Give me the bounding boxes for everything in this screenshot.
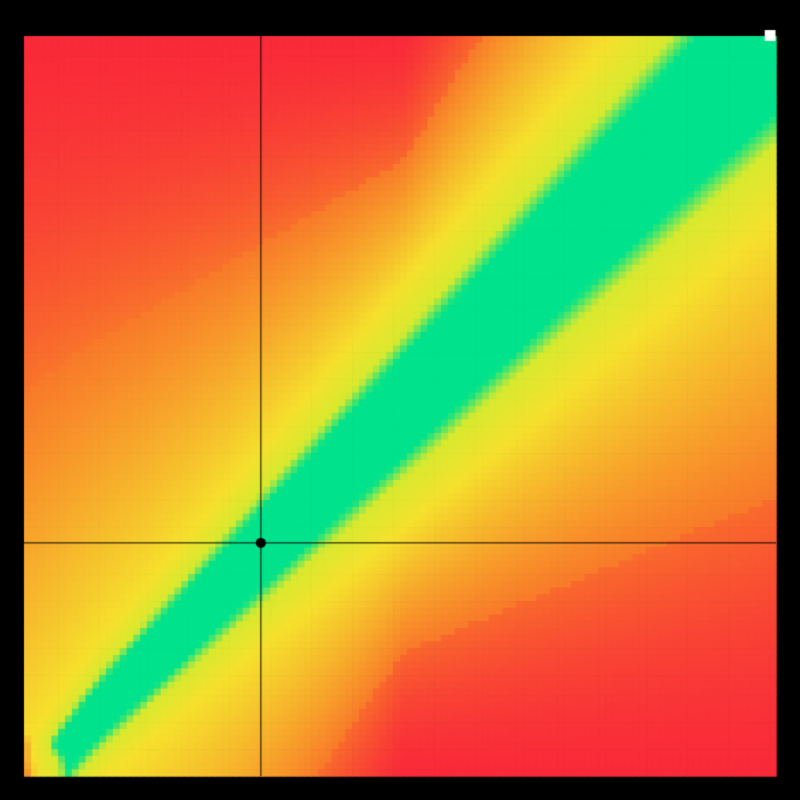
heatmap-chart <box>0 0 800 800</box>
